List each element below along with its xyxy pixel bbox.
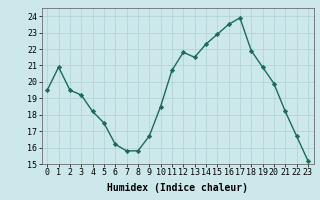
X-axis label: Humidex (Indice chaleur): Humidex (Indice chaleur)	[107, 183, 248, 193]
